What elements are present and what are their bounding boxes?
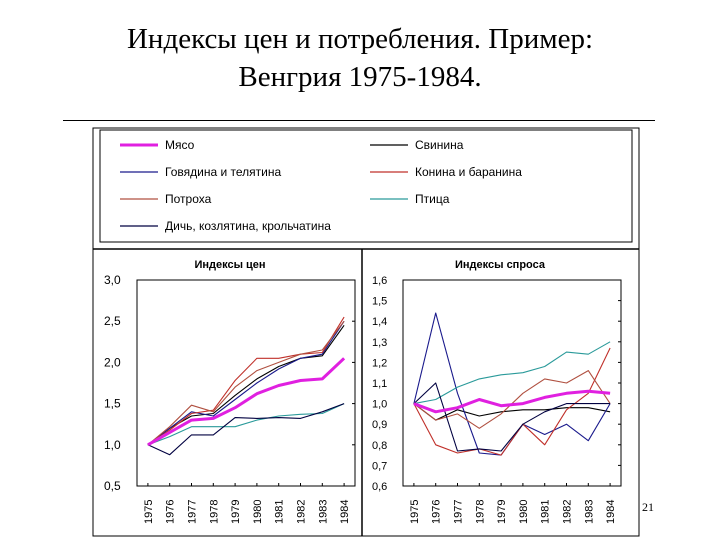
legend-label: Потроха [165,192,212,206]
x-tick-label: 1978 [474,500,486,524]
y-tick-label: 1,2 [372,357,387,369]
series-line [413,341,611,405]
y-tick-label: 1,5 [104,397,121,411]
series-line [413,347,611,456]
series-line [147,403,345,456]
series-line [413,403,611,421]
x-tick-label: 1976 [165,500,177,524]
series-line [147,357,346,447]
page-number: 21 [642,500,654,514]
y-tick-label: 1,3 [372,337,387,349]
x-tick-label: 1982 [296,500,308,524]
y-tick-label: 0,9 [372,419,387,431]
x-tick-label: 1982 [562,500,574,524]
demand-chart: 1,6 1,5 1,4 1,3 1,2 1,1 1,0 0,9 0,8 0,7 0,6 1975 197… [372,275,621,524]
slide-title: Индексы цен и потребления. Пример: Венгр… [0,20,720,96]
x-tick-label: 1981 [540,500,552,524]
series-line [147,403,345,446]
x-tick-label: 1980 [252,500,264,524]
legend-label: Свинина [415,138,464,152]
price-chart: 3,0 2,5 2,0 1,5 1,0 0,5 1975 1976 1977 1978 1979 19… [104,273,355,524]
title-line-1: Индексы цен и потребления. Пример: [126,23,594,55]
y-tick-label: 0,6 [372,481,387,493]
legend: Мясо Свинина Говядина и телятина Конина и б… [120,138,522,233]
series-line [147,320,345,446]
title-line-2: Венгрия 1975-1984. [238,61,482,93]
legend-label: Мясо [165,138,195,152]
x-tick-label: 1976 [431,500,443,524]
legend-label: Птица [415,192,450,206]
x-tick-label: 1983 [317,500,329,524]
title-divider [63,120,655,121]
x-tick-label: 1980 [518,500,530,524]
price-chart-title: Индексы цен [194,259,265,271]
x-tick-label: 1975 [409,500,421,524]
x-tick-label: 1981 [274,500,286,524]
x-tick-label: 1979 [496,500,508,524]
x-tick-label: 1977 [453,500,465,524]
x-tick-label: 1978 [208,500,220,524]
y-tick-label: 1,0 [372,399,387,411]
y-tick-label: 2,5 [104,314,121,328]
x-tick-label: 1984 [605,500,617,524]
series-line [147,320,345,446]
y-tick-label: 3,0 [104,273,121,287]
y-tick-label: 0,5 [104,479,121,493]
y-tick-label: 0,7 [372,460,387,472]
legend-label: Дичь, козлятина, крольчатина [165,219,331,233]
x-tick-label: 1984 [339,500,351,524]
y-tick-label: 0,8 [372,440,387,452]
legend-label: Конина и баранина [415,165,522,179]
y-tick-label: 1,6 [372,275,387,287]
x-tick-label: 1983 [583,500,595,524]
demand-chart-title: Индексы спроса [455,259,546,271]
legend-box [99,129,633,243]
series-line [147,316,345,446]
y-tick-label: 1,5 [372,296,387,308]
series-line [413,389,611,414]
series-line [413,382,611,452]
x-tick-label: 1977 [187,500,199,524]
x-tick-label: 1979 [230,500,242,524]
legend-label: Говядина и телятина [165,165,281,179]
y-tick-label: 1,0 [104,438,121,452]
y-tick-label: 1,4 [372,316,387,328]
x-tick-label: 1975 [143,500,155,524]
demand-plot-area [402,279,622,487]
y-tick-label: 1,1 [372,378,387,390]
y-tick-label: 2,0 [104,355,121,369]
